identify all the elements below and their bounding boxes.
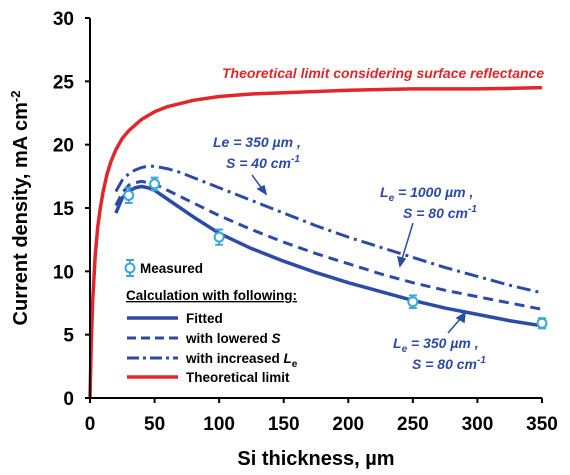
x-tick-label: 250 <box>397 414 429 435</box>
legend-item-theoretical: Theoretical limit <box>127 370 290 385</box>
annotation-le1000-line1-sub: e <box>389 193 395 204</box>
annotation-arrows <box>251 174 466 334</box>
measured-marker <box>123 189 135 201</box>
measured-marker <box>149 178 161 190</box>
legend-item-measured: Measured <box>124 259 203 277</box>
legend-lowered-s-label: with lowered S <box>185 331 281 346</box>
legend-item-fitted: Fitted <box>127 311 223 326</box>
series-layer <box>88 85 548 399</box>
annotation-le350-s80-line2-sup: -1 <box>477 355 486 366</box>
arrow-le1000 <box>401 222 414 260</box>
annotation-le350-s80-line2-main: S = 80 cm <box>412 356 477 372</box>
y-tick-label: 30 <box>53 9 74 30</box>
measured-marker <box>407 296 419 308</box>
annotation-le350-s80-line1: Le = 350 µm , <box>393 335 479 355</box>
y-axis-title-main: Current density, mA cm <box>10 102 32 325</box>
measured-point <box>149 176 161 192</box>
y-axis-title-sup: -2 <box>8 91 23 103</box>
x-tick-label: 0 <box>85 414 96 435</box>
legend-header: Calculation with following: <box>126 288 297 303</box>
legend-measured-marker <box>124 262 136 274</box>
legend-lowered-s-text: with lowered <box>185 331 272 346</box>
x-tick-label: 150 <box>268 414 300 435</box>
arrow-le350-s80 <box>447 317 462 334</box>
x-axis-title: Si thickness, µm <box>237 448 394 470</box>
arrow-le350-s80-head <box>455 311 466 324</box>
annotation-le1000-line1-l: L <box>380 184 389 200</box>
legend-increased-le-sub: e <box>292 359 298 370</box>
measured-point <box>123 186 135 204</box>
y-axis-title: Current density, mA cm-2 <box>8 91 32 326</box>
annotation-le350-s80-line1-l: L <box>393 335 402 351</box>
annotation-le1000-line2-sup: -1 <box>468 204 477 215</box>
annotation-le350-s40-line1: Le = 350 µm , <box>213 134 301 150</box>
y-tick-label: 25 <box>53 72 75 93</box>
annotation-le350-s80-line1-rest: = 350 µm , <box>407 335 479 351</box>
measured-point <box>536 317 548 330</box>
annotation-le350-s40-line2: S = 40 cm-1 <box>226 154 300 171</box>
annotation-le1000-line1-rest: = 1000 µm , <box>394 184 473 200</box>
y-tick-label: 20 <box>53 136 74 157</box>
x-tick-label: 100 <box>203 414 235 435</box>
x-tick-label: 200 <box>332 414 364 435</box>
measured-point <box>213 228 225 246</box>
measured-marker <box>536 317 548 329</box>
y-tick-label: 5 <box>63 326 74 347</box>
annotation-le350-s40-line2-sup: -1 <box>291 154 300 165</box>
y-tick-label: 0 <box>63 389 74 410</box>
legend-fitted-label: Fitted <box>186 311 223 326</box>
legend-theoretical-label: Theoretical limit <box>186 370 290 385</box>
x-tick-label: 350 <box>526 414 558 435</box>
x-tick-label: 300 <box>462 414 494 435</box>
legend-item-lowered-s: with lowered S <box>127 331 281 346</box>
legend-increased-le-var: L <box>284 351 292 366</box>
annotation-theoretical-limit: Theoretical limit considering surface re… <box>222 65 544 81</box>
legend-measured-label: Measured <box>140 261 203 276</box>
y-tick-label: 15 <box>53 199 75 220</box>
series-line-theoretical-limit <box>88 85 543 399</box>
axes <box>85 17 543 403</box>
measured-marker <box>213 231 225 243</box>
series-line-with-lowered-s <box>114 179 543 311</box>
series-line-fitted <box>114 184 543 328</box>
legend-increased-le-label: with increased Le <box>185 351 298 370</box>
y-tick-label: 10 <box>53 262 74 283</box>
series-line-with-increased-l <box>114 164 543 295</box>
arrow-le1000-head <box>396 255 407 268</box>
legend-item-increased-le: with increased Le <box>127 351 298 370</box>
annotation-le1000-line2: S = 80 cm-1 <box>403 204 477 221</box>
annotation-le350-s80-line1-sub: e <box>402 344 408 355</box>
annotation-le1000-line2-main: S = 80 cm <box>403 205 468 221</box>
annotation-le1000-line1: Le = 1000 µm , <box>380 184 473 204</box>
tick-labels: 0 50 100 150 200 250 300 350 0 5 10 15 20 25 30 <box>53 9 558 435</box>
annotation-le350-s40-line2-main: S = 40 cm <box>226 155 291 171</box>
legend-increased-le-text: with increased <box>185 351 284 366</box>
arrow-le350-s40-head <box>256 184 268 196</box>
legend-lowered-s-var: S <box>272 331 281 346</box>
annotation-le350-s80-line2: S = 80 cm-1 <box>412 355 486 372</box>
measured-point <box>407 294 419 310</box>
x-tick-label: 50 <box>144 414 165 435</box>
legend: Measured Calculation with following: Fit… <box>124 259 298 385</box>
